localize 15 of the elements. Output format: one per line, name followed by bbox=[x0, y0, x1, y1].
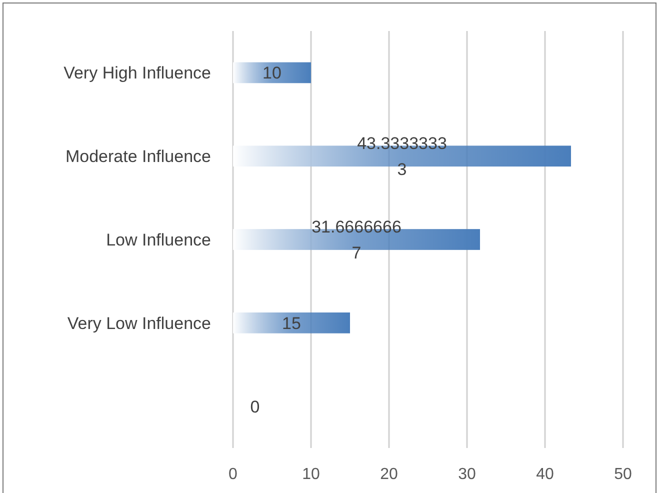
x-tick-label: 50 bbox=[614, 466, 632, 483]
data-label: 10 bbox=[262, 64, 282, 83]
y-tick-label: Very High Influence bbox=[64, 64, 211, 83]
y-tick-label: Low Influence bbox=[106, 230, 211, 250]
y-tick-label: Very Low Influence bbox=[67, 314, 211, 333]
x-tick-label: 10 bbox=[302, 466, 320, 483]
data-label: 15 bbox=[282, 314, 301, 333]
data-label: 0 bbox=[250, 397, 260, 416]
y-tick-label: Moderate Influence bbox=[65, 147, 211, 166]
x-tick-label: 20 bbox=[380, 466, 398, 483]
bar bbox=[233, 62, 311, 84]
x-tick-label: 0 bbox=[228, 466, 238, 483]
x-tick-label: 40 bbox=[536, 466, 554, 483]
bar bbox=[233, 312, 350, 334]
x-tick-label: 30 bbox=[458, 466, 476, 483]
